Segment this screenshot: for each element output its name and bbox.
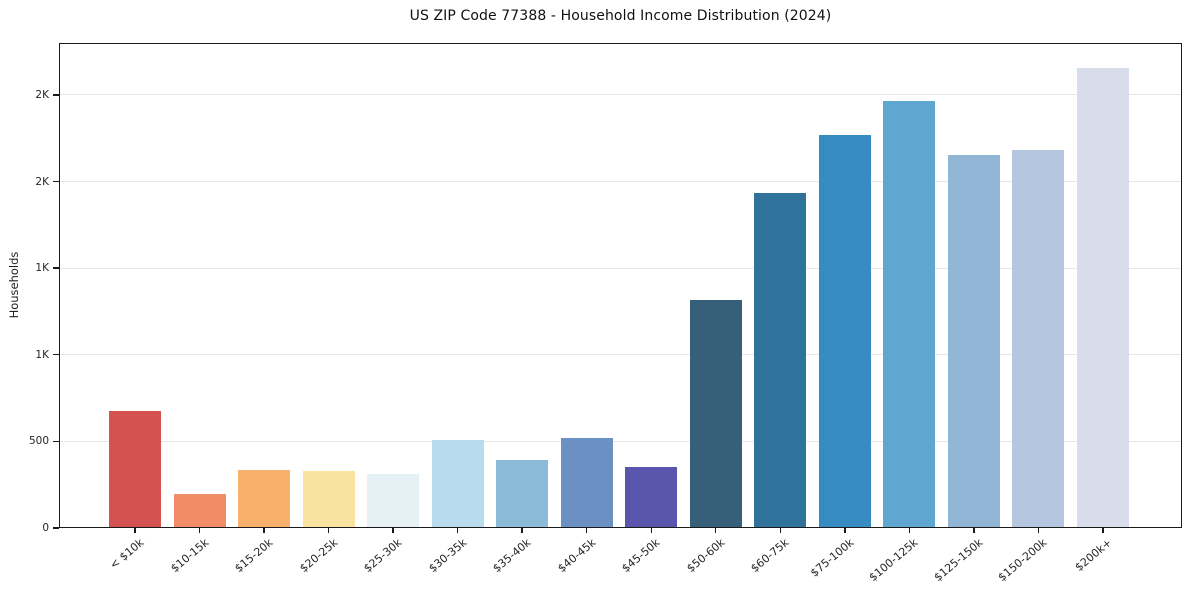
gridline bbox=[59, 440, 1182, 442]
x-tick-mark bbox=[263, 528, 265, 533]
gridline bbox=[59, 94, 1182, 96]
y-tick-label: 500 bbox=[28, 435, 49, 448]
x-tick-mark bbox=[456, 528, 459, 533]
bar bbox=[238, 469, 291, 528]
x-tick-mark bbox=[908, 528, 911, 533]
bar bbox=[173, 494, 226, 528]
gridline bbox=[59, 267, 1182, 269]
bar bbox=[689, 300, 742, 528]
gridline bbox=[59, 354, 1182, 356]
gridline bbox=[59, 181, 1182, 183]
y-tick-mark bbox=[53, 440, 59, 443]
plot-area bbox=[59, 43, 1182, 528]
y-tick-mark bbox=[53, 267, 59, 269]
bar bbox=[560, 437, 613, 528]
x-tick-mark bbox=[1102, 528, 1104, 533]
x-tick-mark bbox=[521, 528, 523, 533]
bar bbox=[302, 470, 355, 528]
y-tick-mark bbox=[53, 354, 59, 356]
x-tick-mark bbox=[134, 528, 136, 533]
y-tick-label: 0 bbox=[42, 522, 49, 534]
bar bbox=[947, 154, 1000, 528]
x-tick-mark bbox=[586, 528, 588, 533]
bar bbox=[1076, 68, 1129, 528]
x-tick-mark bbox=[650, 528, 652, 533]
bar bbox=[431, 439, 484, 528]
bar bbox=[109, 411, 161, 528]
x-tick-mark bbox=[779, 528, 781, 533]
y-tick-label: 2K bbox=[35, 88, 49, 101]
bar bbox=[496, 460, 549, 528]
x-tick-mark bbox=[198, 528, 201, 533]
y-tick-label: 1K bbox=[35, 262, 49, 275]
y-tick-mark bbox=[53, 180, 59, 183]
bar bbox=[754, 192, 807, 528]
bar bbox=[625, 466, 678, 528]
y-tick-mark bbox=[53, 527, 59, 529]
x-tick-mark bbox=[844, 528, 846, 533]
x-tick-mark bbox=[973, 528, 975, 533]
x-tick-mark bbox=[715, 528, 717, 533]
x-tick-mark bbox=[392, 528, 394, 533]
y-tick-mark bbox=[53, 94, 59, 96]
bar bbox=[883, 101, 936, 528]
bar bbox=[818, 134, 871, 528]
x-tick-mark bbox=[327, 528, 330, 533]
bar bbox=[367, 474, 420, 528]
bar bbox=[1012, 150, 1065, 528]
x-tick-label: < $10k bbox=[107, 536, 147, 572]
x-tick-mark bbox=[1037, 528, 1040, 533]
y-tick-label: 2K bbox=[35, 175, 49, 188]
chart-title: US ZIP Code 77388 - Household Income Dis… bbox=[409, 8, 832, 24]
y-tick-label: 1K bbox=[35, 348, 49, 361]
